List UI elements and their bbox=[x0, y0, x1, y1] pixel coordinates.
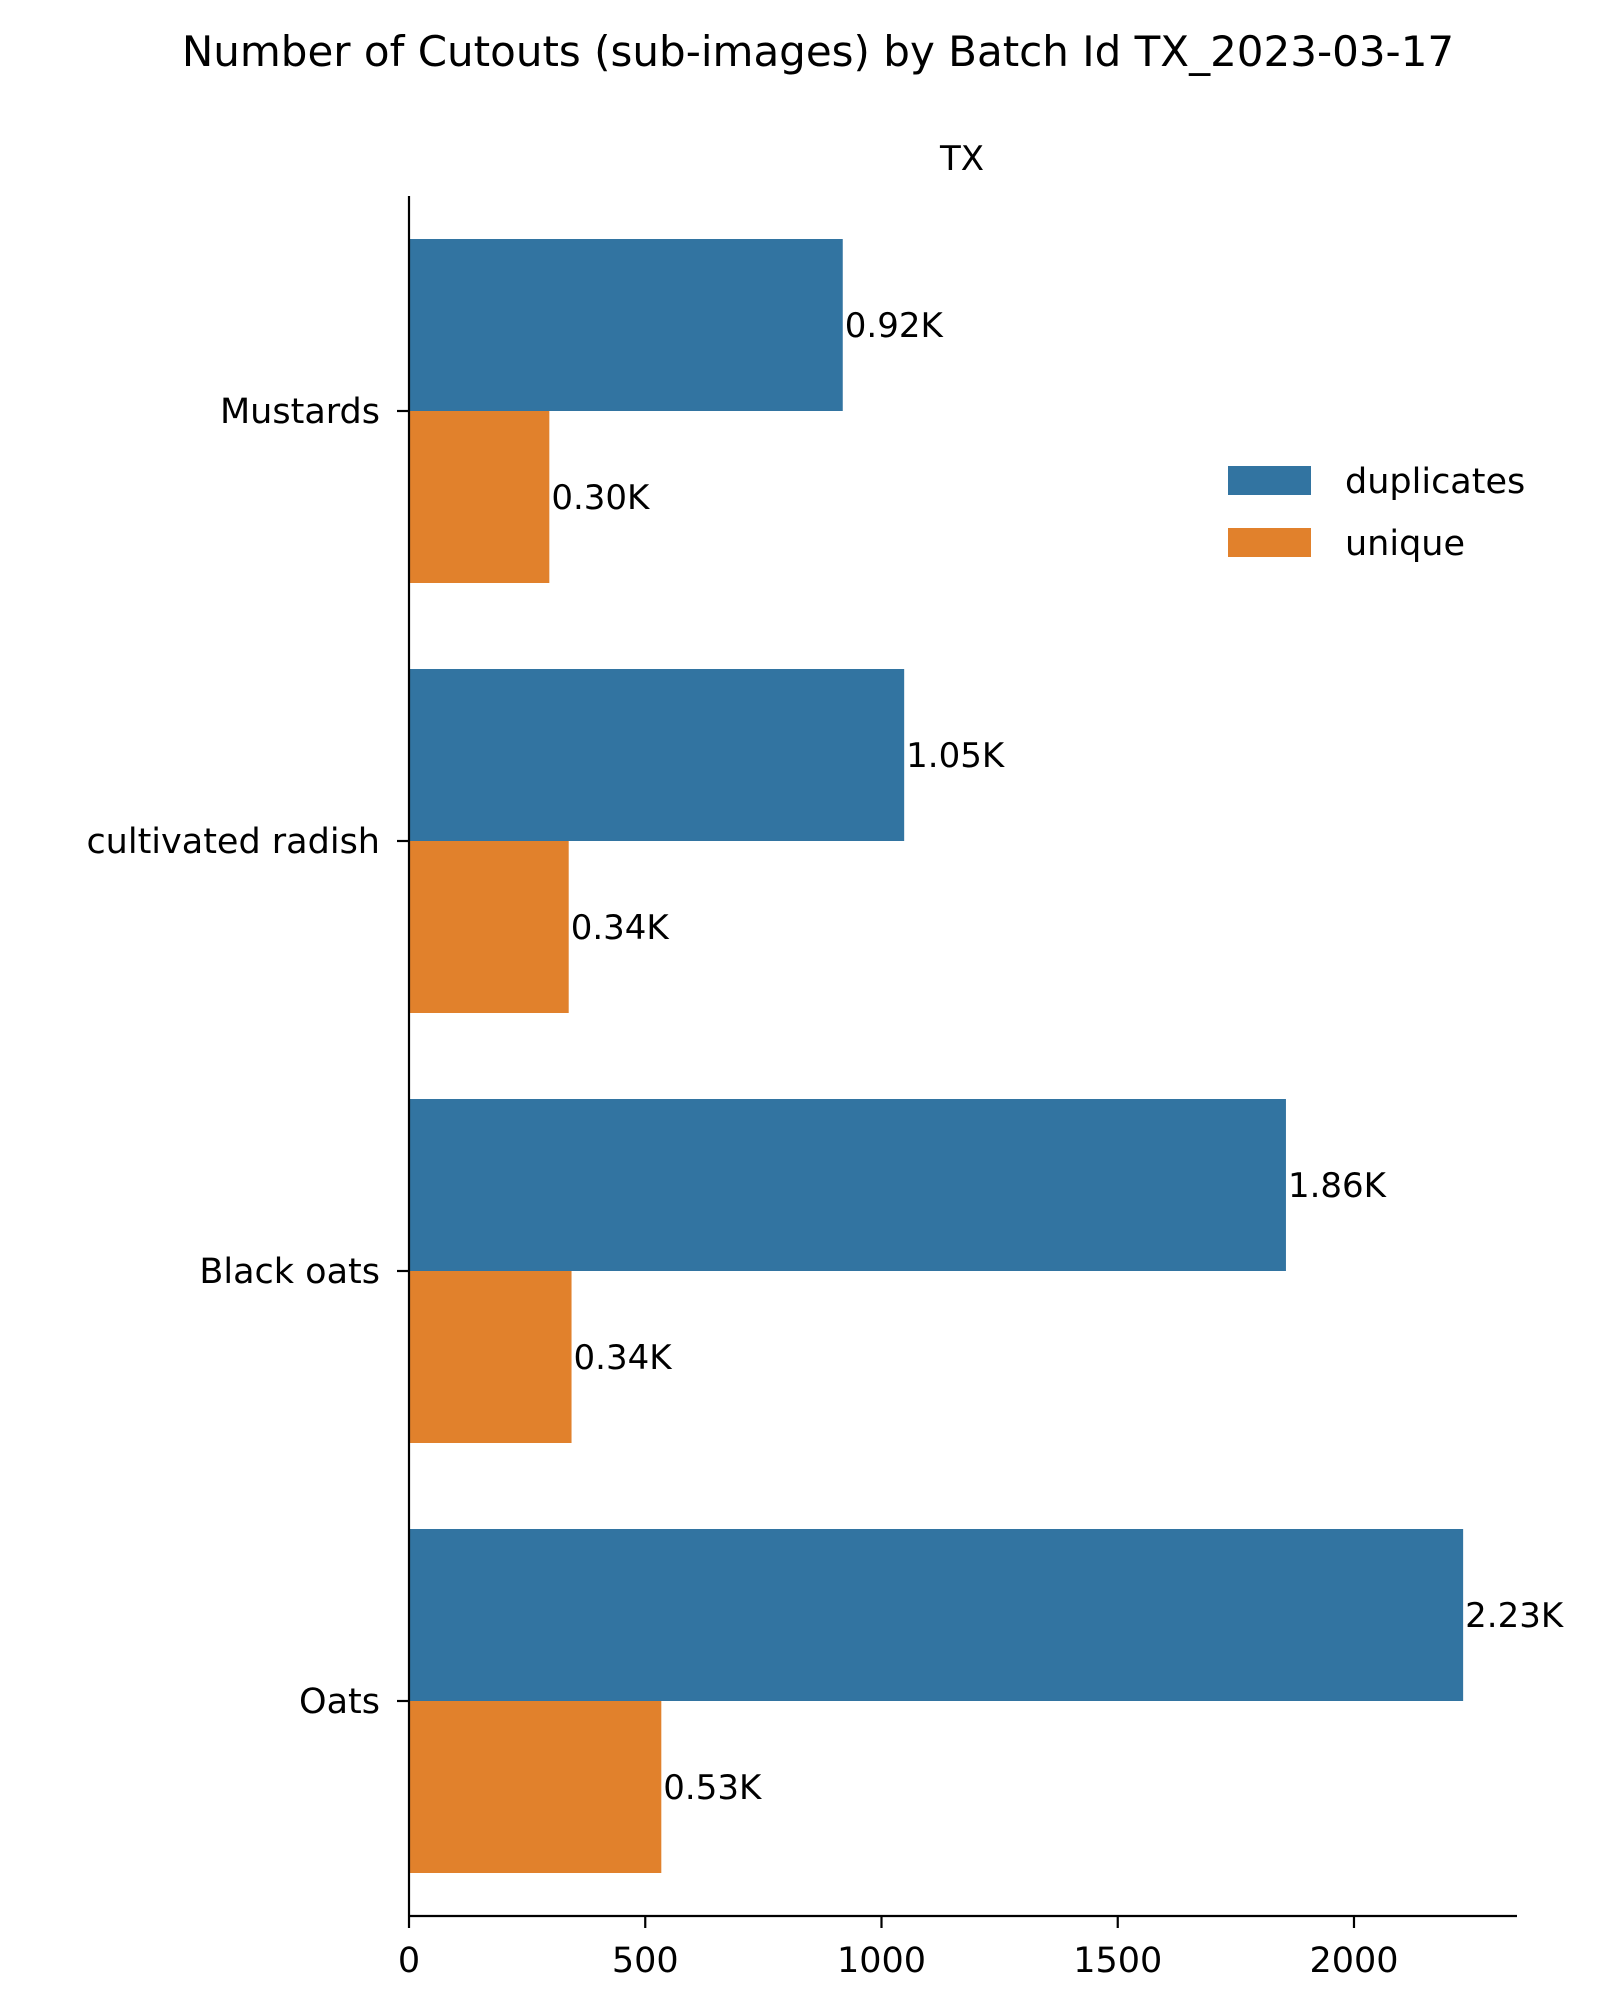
bar-mustards-duplicates bbox=[409, 239, 843, 411]
bar-cultivated-radish-unique bbox=[409, 841, 569, 1013]
x-tick-label: 1500 bbox=[1073, 1941, 1162, 1981]
legend-swatch-duplicates bbox=[1228, 466, 1311, 495]
x-tick-label: 2000 bbox=[1309, 1941, 1398, 1981]
bar-black-oats-duplicates bbox=[409, 1099, 1286, 1271]
bar-cultivated-radish-duplicates bbox=[409, 669, 905, 841]
legend-label-unique: unique bbox=[1345, 524, 1465, 564]
bar-mustards-unique bbox=[409, 411, 550, 583]
x-tick-label: 500 bbox=[612, 1941, 679, 1981]
bar-black-oats-unique bbox=[409, 1271, 572, 1443]
value-label-black-oats-duplicates: 1.86K bbox=[1288, 1166, 1388, 1206]
value-label-cultivated-radish-unique: 0.34K bbox=[571, 908, 671, 948]
legend-swatch-unique bbox=[1228, 528, 1311, 557]
value-labels-group: 0.92K 0.30K 1.05K 0.34K 1.86K 0.34K 2.23K 0.53K bbox=[551, 306, 1565, 1808]
legend: duplicates unique bbox=[1228, 462, 1525, 564]
y-tick-label: cultivated radish bbox=[86, 822, 380, 862]
y-tick-label: Black oats bbox=[199, 1252, 380, 1292]
x-axis-ticks: 0 500 1000 1500 2000 bbox=[398, 1916, 1399, 1981]
y-tick-label: Mustards bbox=[220, 392, 380, 432]
value-label-oats-unique: 0.53K bbox=[663, 1768, 763, 1808]
bar-oats-duplicates bbox=[409, 1529, 1464, 1701]
legend-label-duplicates: duplicates bbox=[1345, 462, 1525, 502]
bars-group bbox=[409, 239, 1464, 1873]
x-tick-label: 1000 bbox=[837, 1941, 926, 1981]
value-label-oats-duplicates: 2.23K bbox=[1465, 1596, 1565, 1636]
value-label-mustards-duplicates: 0.92K bbox=[845, 306, 945, 346]
bar-oats-unique bbox=[409, 1701, 662, 1873]
y-tick-label: Oats bbox=[299, 1682, 380, 1722]
value-label-black-oats-unique: 0.34K bbox=[574, 1338, 674, 1378]
chart-title: Number of Cutouts (sub-images) by Batch … bbox=[182, 27, 1454, 76]
value-label-mustards-unique: 0.30K bbox=[551, 478, 651, 518]
value-label-cultivated-radish-duplicates: 1.05K bbox=[906, 736, 1006, 776]
facet-title: TX bbox=[939, 139, 984, 179]
y-axis-ticks: Mustards cultivated radish Black oats Oats bbox=[86, 392, 409, 1722]
x-tick-label: 0 bbox=[398, 1941, 420, 1981]
